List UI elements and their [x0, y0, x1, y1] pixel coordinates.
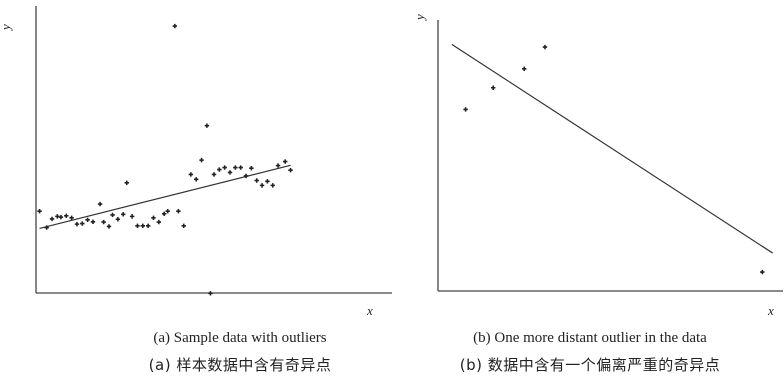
data-point — [106, 224, 112, 229]
y-axis-label-a: y — [0, 24, 13, 32]
x-axis-label-b: x — [767, 303, 774, 318]
data-point — [288, 167, 293, 173]
data-point — [97, 201, 103, 207]
data-point — [55, 214, 60, 219]
y-axis-label-b: y — [412, 14, 427, 22]
data-point — [188, 172, 194, 177]
data-point — [217, 167, 222, 172]
data-point — [140, 223, 145, 229]
data-point — [199, 157, 204, 163]
data-point — [522, 66, 527, 71]
data-point — [204, 123, 210, 128]
data-point — [156, 219, 162, 225]
data-point — [194, 177, 199, 182]
data-point — [222, 165, 227, 170]
data-point — [270, 183, 275, 188]
caption-b-zh: (b) 数据中含有一个偏离严重的奇异点 — [459, 356, 721, 374]
data-point — [760, 269, 765, 275]
data-point — [249, 165, 254, 171]
data-point — [233, 165, 238, 170]
data-point — [121, 212, 126, 217]
data-point — [115, 217, 121, 222]
data-point — [283, 159, 288, 164]
data-point — [275, 163, 281, 168]
data-point — [58, 215, 64, 220]
data-point — [110, 212, 115, 218]
data-point — [135, 223, 140, 229]
data-point — [176, 209, 181, 214]
data-point — [181, 223, 186, 229]
data-point — [165, 209, 170, 214]
data-point — [124, 180, 129, 185]
x-axis-label-a: x — [366, 303, 373, 318]
points-a — [37, 23, 293, 296]
data-point — [90, 219, 96, 225]
data-point — [491, 85, 496, 90]
caption-a-zh: (a) 样本数据中含有奇异点 — [148, 356, 332, 374]
data-point — [145, 223, 151, 229]
data-point — [542, 44, 548, 50]
data-point — [254, 178, 259, 183]
data-point — [227, 170, 233, 175]
data-point — [101, 219, 106, 225]
caption-a-en: (a) Sample data with outliers — [153, 330, 327, 346]
data-point — [211, 172, 217, 177]
data-point — [85, 217, 90, 223]
data-point — [49, 216, 55, 222]
data-point — [238, 165, 243, 170]
data-point — [463, 107, 468, 112]
chart-a: y x — [0, 6, 392, 318]
data-point — [129, 214, 135, 219]
data-point — [208, 291, 213, 296]
data-point — [259, 183, 265, 188]
data-point — [265, 179, 270, 184]
fit-line-a — [39, 164, 291, 230]
data-point — [161, 211, 167, 216]
data-point — [64, 213, 69, 218]
data-point — [37, 209, 42, 214]
data-point — [151, 215, 156, 221]
data-point — [74, 221, 80, 227]
data-point — [243, 173, 249, 179]
data-point — [80, 221, 85, 226]
caption-b-en: (b) One more distant outlier in the data — [473, 330, 707, 346]
points-b — [463, 44, 765, 275]
data-point — [44, 225, 49, 230]
data-point — [172, 23, 178, 29]
data-point — [69, 215, 74, 221]
fit-line-b — [451, 43, 773, 254]
chart-b: y x — [412, 14, 783, 318]
